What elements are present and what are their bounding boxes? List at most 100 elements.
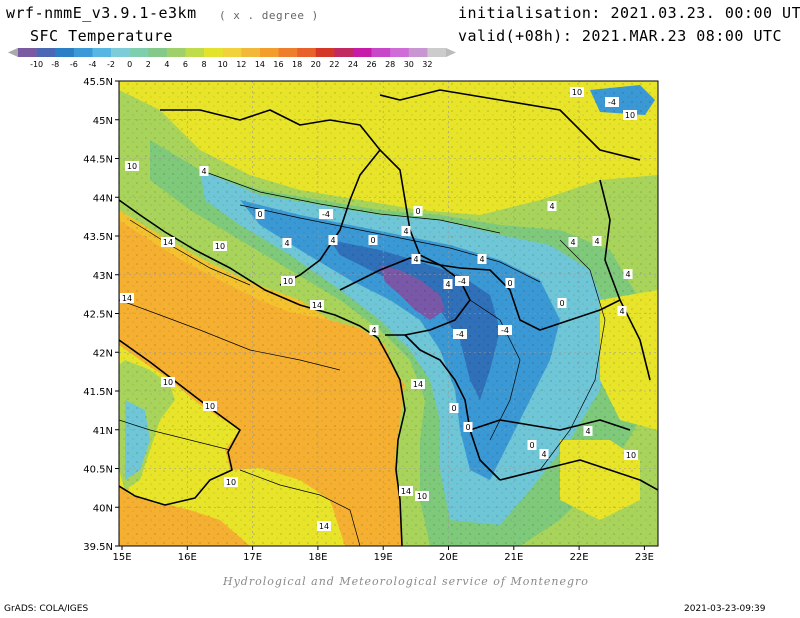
contour-label: 0 xyxy=(465,423,470,432)
contour-label: 4 xyxy=(479,255,484,264)
contour-label: 0 xyxy=(451,404,456,413)
contour-label: 4 xyxy=(445,280,450,289)
lat-tick-label: 39.5N xyxy=(83,542,113,553)
colorbar-swatch xyxy=(278,48,298,57)
colorbar-swatch xyxy=(166,48,186,57)
lat-tick-label: 40N xyxy=(93,503,113,514)
model-name: wrf-nmmE_v3.9.1-e3km xyxy=(6,4,197,22)
border-croatia-bosnia xyxy=(160,109,381,286)
contour-label: 10 xyxy=(215,242,225,251)
contour-label: -4 xyxy=(458,277,466,286)
contour-label: 10 xyxy=(163,378,173,387)
border-kosovo-macedonia xyxy=(459,267,621,331)
colorbar-swatch xyxy=(297,48,317,57)
colorbar-swatch xyxy=(55,48,75,57)
colorbar-label: 16 xyxy=(273,60,283,69)
colorbar-label: -4 xyxy=(88,60,96,69)
colorbar-swatch xyxy=(259,48,279,57)
colorbar-label: 8 xyxy=(202,60,207,69)
contour-label: 0 xyxy=(415,207,420,216)
contour-label: 14 xyxy=(312,301,322,310)
contour-label: 0 xyxy=(529,441,534,450)
contour-label: 4 xyxy=(371,326,376,335)
colorbar-label: 18 xyxy=(292,60,302,69)
lat-tick-label: 42.5N xyxy=(83,310,113,321)
contour-label: 10 xyxy=(283,277,293,286)
credit-text: Hydrological and Meteorological service … xyxy=(223,575,589,588)
colorbar-label: 32 xyxy=(422,60,432,69)
contour-label: -4 xyxy=(456,330,464,339)
contour-label: 4 xyxy=(570,238,575,247)
contour-label: -4 xyxy=(501,326,509,335)
lon-tick-label: 20E xyxy=(439,552,458,563)
lon-tick-label: 19E xyxy=(374,552,393,563)
lat-tick-label: 41.5N xyxy=(83,387,113,398)
colorbar-swatch xyxy=(204,48,223,57)
render-timestamp: 2021-03-23-09:39 xyxy=(684,604,766,614)
colorbar-swatch xyxy=(111,48,130,57)
borders xyxy=(119,89,658,546)
contour-label: 4 xyxy=(625,270,630,279)
lon-tick-label: 15E xyxy=(112,552,131,563)
contour-label: 14 xyxy=(122,294,132,303)
colorbar-label: -6 xyxy=(70,60,78,69)
contour-label: 0 xyxy=(507,279,512,288)
colorbar-swatch xyxy=(390,48,410,57)
contour-label: 10 xyxy=(572,88,582,97)
contour-label: 10 xyxy=(226,478,236,487)
colorbar-swatch xyxy=(92,48,112,57)
colorbar-label: 28 xyxy=(385,60,395,69)
lat-tick-label: 42N xyxy=(93,348,113,359)
contour-label: 4 xyxy=(413,255,418,264)
contour-label: 10 xyxy=(205,402,215,411)
contour-label: 10 xyxy=(625,111,635,120)
border-albania xyxy=(404,334,501,481)
border-bulgaria xyxy=(599,179,651,381)
colorbar-swatch xyxy=(241,48,261,57)
units-label: ( x . degree ) xyxy=(219,9,319,22)
colorbar-label: 2 xyxy=(146,60,151,69)
axis-ticks: 15E 16E 17E 18E 19E 20E 21E 22E 23E 45.5N 45N 44.5N… xyxy=(83,77,654,563)
colorbar-label: 10 xyxy=(218,60,228,69)
contour-label: 0 xyxy=(370,236,375,245)
colorbar-swatch xyxy=(427,48,447,57)
contour-label: 0 xyxy=(559,299,564,308)
colorbar: -10 -8 -6 -4 -2 0 2 4 6 8 10 12 14 16 18 20 22 24 26 28 30 32 xyxy=(8,48,456,69)
colorbar-label: 26 xyxy=(366,60,376,69)
colorbar-max-arrow xyxy=(446,48,456,57)
contour-label: 4 xyxy=(330,236,335,245)
colorbar-label: 0 xyxy=(127,60,132,69)
lat-tick-label: 45.5N xyxy=(83,77,113,88)
contour-label: 4 xyxy=(541,450,546,459)
colorbar-swatch xyxy=(36,48,56,57)
contour-label: 14 xyxy=(401,487,411,496)
border-greece xyxy=(499,459,658,491)
initialisation-time: initialisation: 2021.03.23. 00:00 UTC xyxy=(458,4,800,22)
contour-label: 4 xyxy=(284,239,289,248)
contour-label: 14 xyxy=(163,238,173,247)
colorbar-label: 20 xyxy=(311,60,321,69)
contour-label: 10 xyxy=(626,451,636,460)
contour-label: 4 xyxy=(403,227,408,236)
lon-tick-label: 22E xyxy=(570,552,589,563)
contour-label: -4 xyxy=(608,98,616,107)
colorbar-swatch xyxy=(352,48,372,57)
colorbar-swatch xyxy=(334,48,354,57)
lat-tick-label: 44.5N xyxy=(83,155,113,166)
colorbar-label: 12 xyxy=(236,60,246,69)
colorbar-swatch xyxy=(148,48,168,57)
colorbar-swatch xyxy=(18,48,37,57)
lon-tick-label: 16E xyxy=(178,552,197,563)
lat-tick-label: 43.5N xyxy=(83,232,113,243)
contour-lines xyxy=(119,169,606,546)
contour-label: 10 xyxy=(417,492,427,501)
field-title: SFC Temperature xyxy=(30,27,173,45)
lat-tick-label: 43N xyxy=(93,271,113,282)
coastline-balkan xyxy=(119,199,406,546)
lon-tick-label: 18E xyxy=(308,552,327,563)
contour-label: 0 xyxy=(257,210,262,219)
lat-tick-label: 40.5N xyxy=(83,465,113,476)
